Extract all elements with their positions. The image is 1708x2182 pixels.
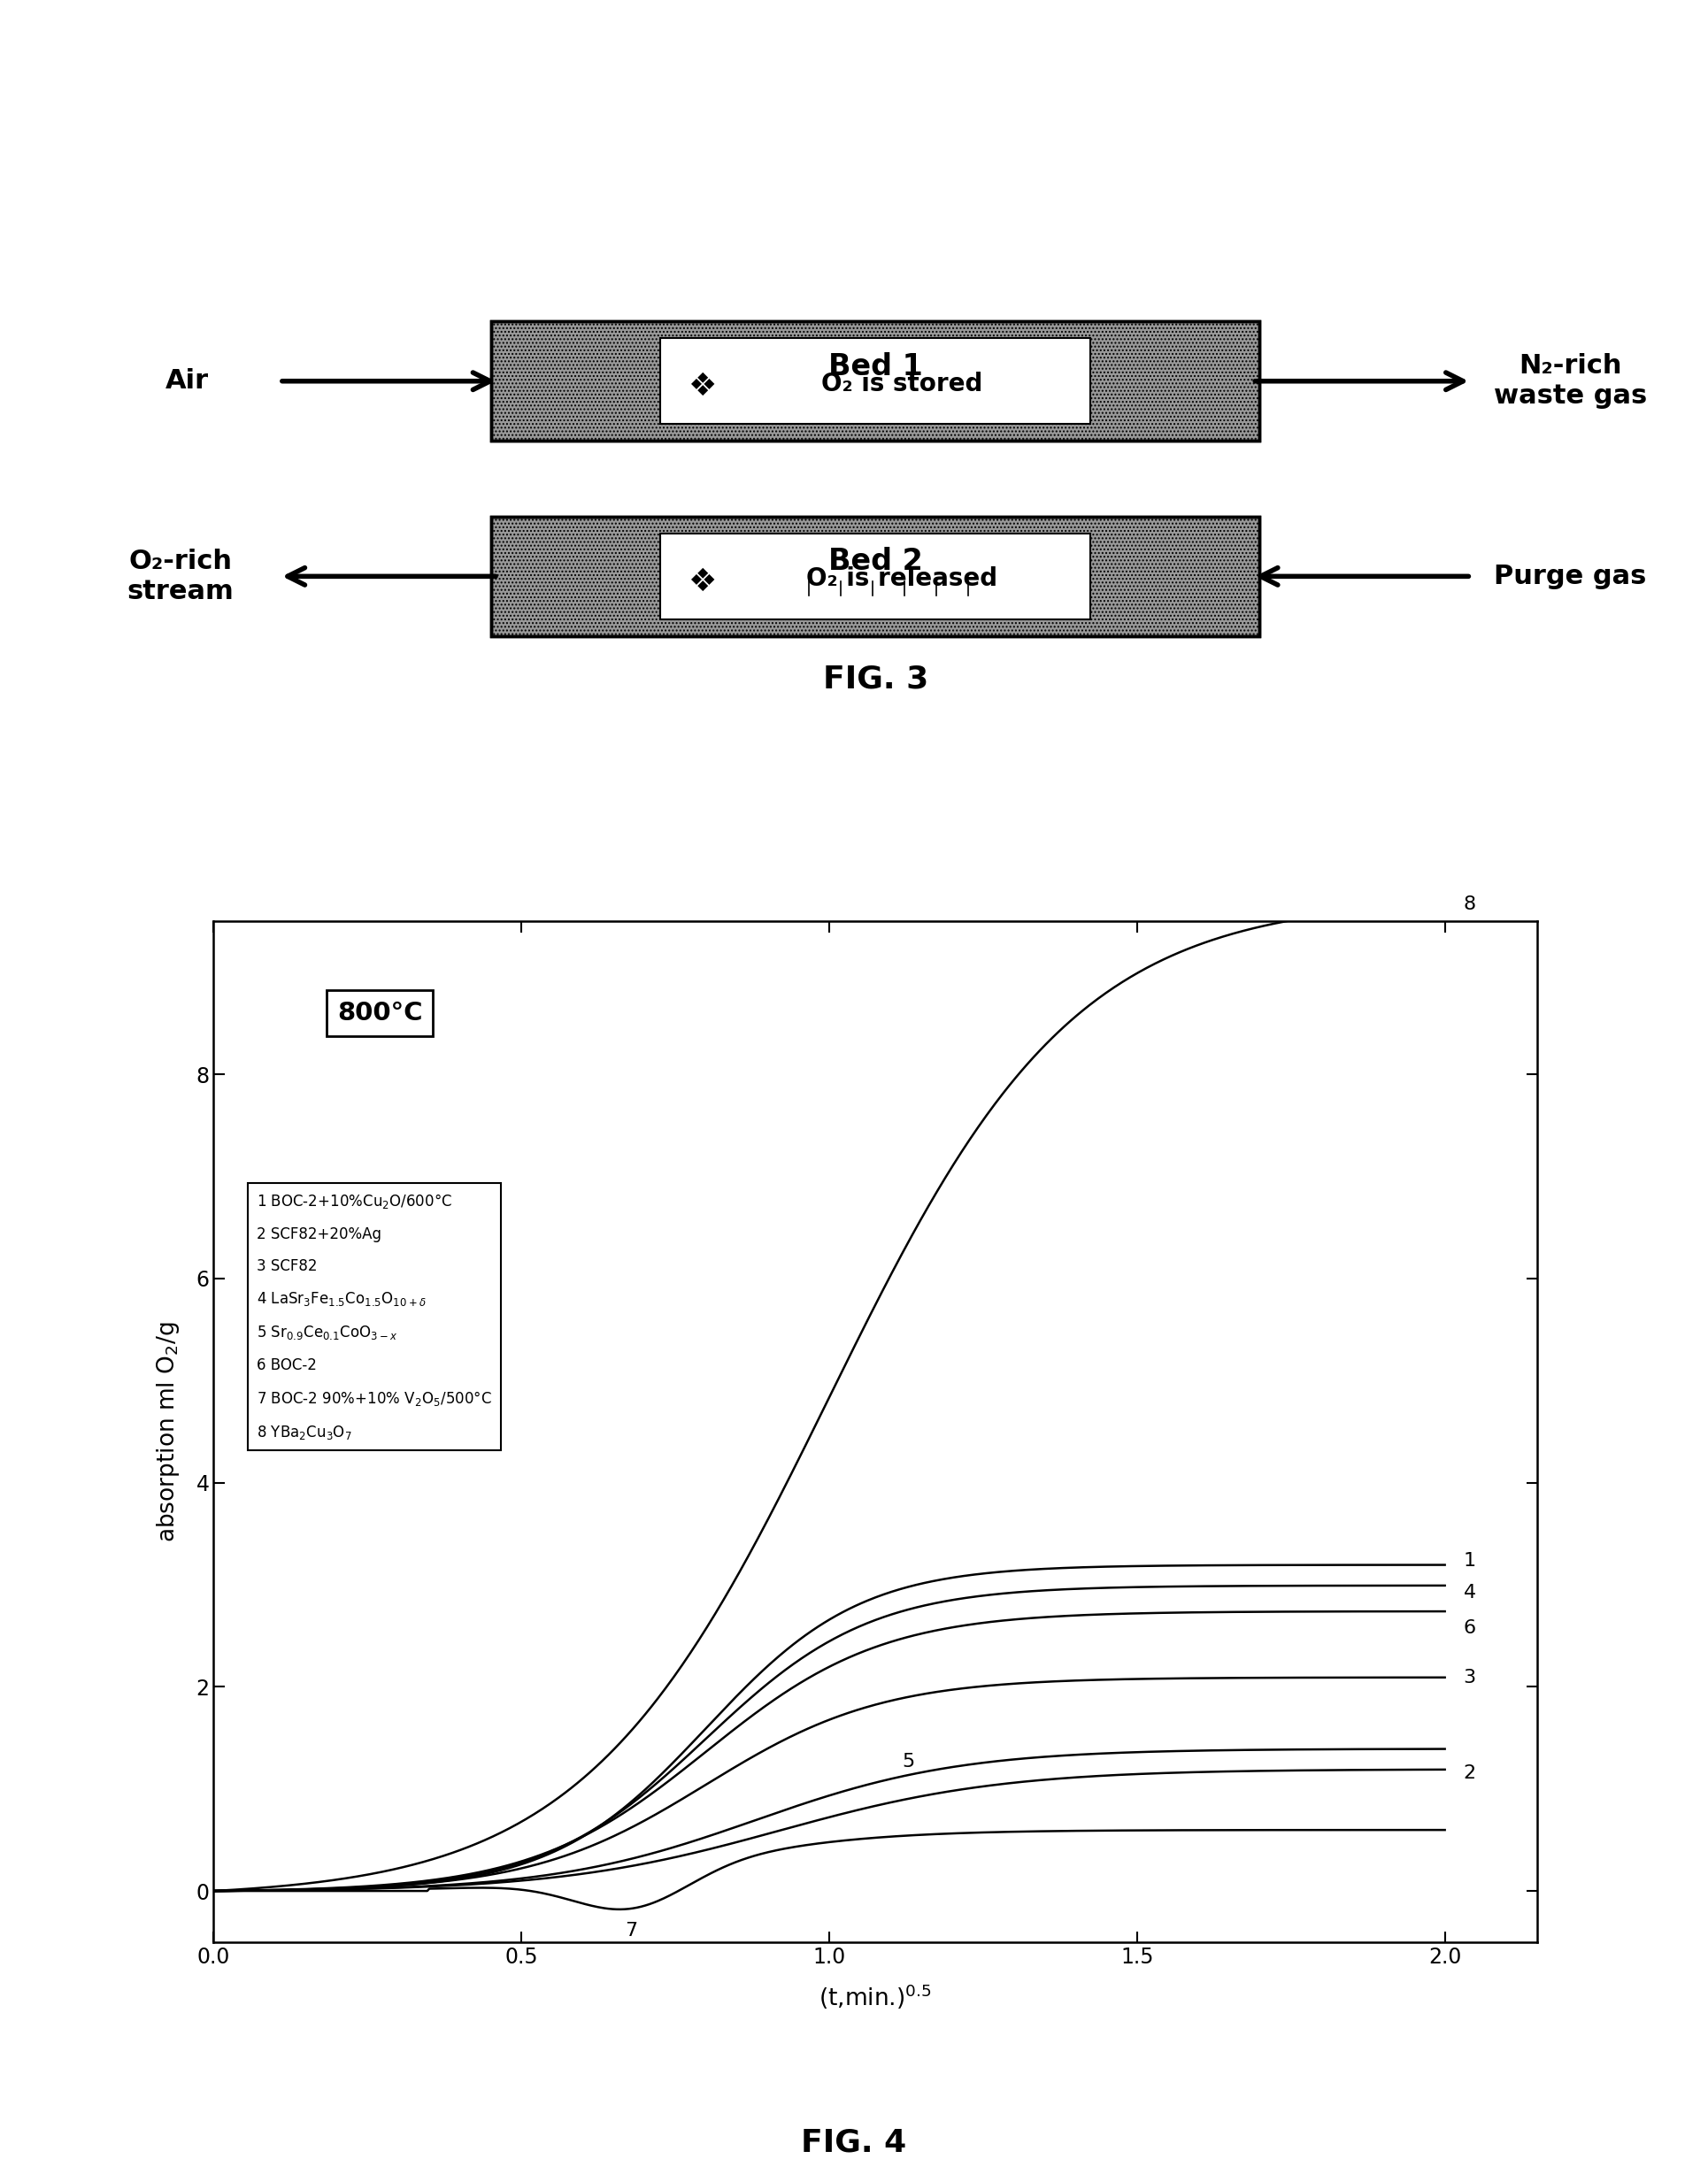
Bar xyxy=(492,517,1259,635)
Text: O₂-rich
stream: O₂-rich stream xyxy=(126,548,234,604)
Bar xyxy=(492,321,1259,441)
Text: 4: 4 xyxy=(1464,1584,1476,1602)
Text: Air: Air xyxy=(166,369,208,395)
Text: 1 BOC-2+10%Cu$_2$O/600°C

2 SCF82+20%Ag

3 SCF82

4 LaSr$_3$Fe$_{1.5}$Co$_{1.5}$: 1 BOC-2+10%Cu$_2$O/600°C 2 SCF82+20%Ag 3… xyxy=(256,1191,492,1442)
Text: 2: 2 xyxy=(1464,1765,1476,1783)
Text: Purge gas: Purge gas xyxy=(1494,563,1647,589)
Text: Bed 1: Bed 1 xyxy=(828,351,922,382)
Text: N₂-rich
waste gas: N₂-rich waste gas xyxy=(1493,353,1647,408)
Bar xyxy=(492,517,1259,635)
Text: 7: 7 xyxy=(625,1922,637,1940)
X-axis label: (t,min.)$^{0.5}$: (t,min.)$^{0.5}$ xyxy=(818,1981,933,2012)
Text: 800°C: 800°C xyxy=(336,1002,422,1026)
Text: 3: 3 xyxy=(1464,1669,1476,1687)
Text: 8: 8 xyxy=(1464,895,1476,912)
Bar xyxy=(661,532,1090,620)
Text: FIG. 3: FIG. 3 xyxy=(823,663,927,694)
Text: ❖: ❖ xyxy=(688,567,717,598)
Text: 5: 5 xyxy=(902,1754,915,1772)
Text: O₂ is stored: O₂ is stored xyxy=(822,371,982,397)
Text: 1: 1 xyxy=(1464,1551,1476,1569)
Bar xyxy=(492,321,1259,441)
Bar xyxy=(661,338,1090,423)
Text: Bed 2: Bed 2 xyxy=(828,548,922,576)
Text: O₂ is released: O₂ is released xyxy=(806,567,997,591)
Y-axis label: absorption ml O$_2$/g: absorption ml O$_2$/g xyxy=(154,1322,181,1543)
Text: ❖: ❖ xyxy=(688,371,717,401)
Text: 6: 6 xyxy=(1464,1619,1476,1636)
Text: FIG. 4: FIG. 4 xyxy=(801,2127,907,2158)
